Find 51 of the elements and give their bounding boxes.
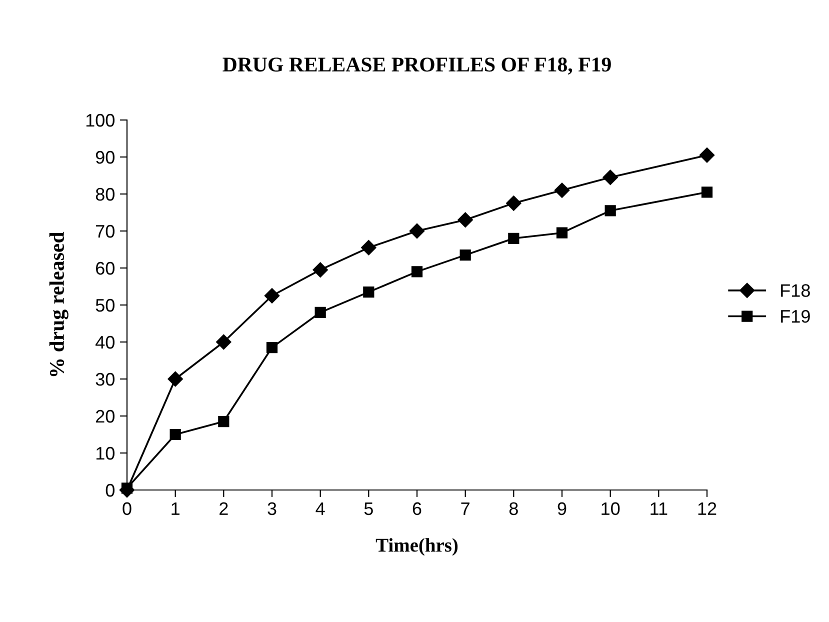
x-tick-label: 8 bbox=[509, 502, 518, 516]
x-tick-label: 1 bbox=[172, 502, 180, 515]
point bbox=[170, 428, 181, 440]
point bbox=[314, 306, 326, 318]
x-tick-label: 9 bbox=[558, 502, 566, 516]
y-axis-title: % drug released bbox=[49, 232, 68, 376]
x-tick-label: 3 bbox=[268, 502, 276, 516]
point bbox=[264, 288, 280, 304]
legend-label: F18 bbox=[781, 284, 810, 297]
point bbox=[508, 232, 520, 244]
point bbox=[458, 212, 473, 228]
y-tick-label: 90 bbox=[96, 150, 114, 164]
y-tick-label: 40 bbox=[96, 336, 114, 349]
point bbox=[363, 286, 374, 298]
legend-label: F19 bbox=[781, 310, 810, 323]
point bbox=[506, 196, 522, 211]
point bbox=[168, 371, 183, 387]
y-tick-label: 0 bbox=[106, 484, 114, 497]
point bbox=[216, 334, 232, 350]
point bbox=[266, 342, 278, 354]
y-tick-label: 60 bbox=[96, 262, 114, 275]
point bbox=[460, 249, 471, 261]
y-tick-label: 80 bbox=[96, 188, 114, 201]
x-tick-label: 0 bbox=[122, 502, 132, 516]
x-tick-label: 6 bbox=[412, 502, 422, 516]
y-tick-label: 100 bbox=[86, 114, 114, 127]
x-tick-label: 4 bbox=[316, 502, 325, 515]
point bbox=[312, 262, 328, 278]
y-tick-label: 30 bbox=[96, 372, 114, 386]
x-tick-label: 2 bbox=[220, 502, 228, 515]
y-tick-label: 10 bbox=[96, 446, 114, 460]
point bbox=[361, 240, 376, 256]
y-tick-label: 20 bbox=[96, 410, 114, 423]
point bbox=[411, 266, 423, 278]
point bbox=[604, 205, 616, 216]
x-tick-label: 10 bbox=[602, 502, 620, 516]
chart-title: DRUG RELEASE PROFILES OF F18, F19 bbox=[222, 58, 611, 75]
x-tick-label: 12 bbox=[698, 502, 716, 515]
point bbox=[409, 223, 425, 239]
point bbox=[556, 227, 568, 238]
point bbox=[701, 186, 713, 198]
point bbox=[554, 182, 570, 198]
point bbox=[699, 148, 715, 163]
point bbox=[602, 170, 618, 185]
y-tick-label: 50 bbox=[96, 298, 114, 312]
x-tick-label: 7 bbox=[461, 502, 470, 515]
point bbox=[218, 416, 230, 428]
y-tick-label: 70 bbox=[96, 224, 114, 238]
x-axis-title: Time(hrs) bbox=[376, 538, 458, 556]
x-tick-label: 11 bbox=[650, 502, 668, 515]
x-tick-label: 5 bbox=[364, 502, 373, 516]
